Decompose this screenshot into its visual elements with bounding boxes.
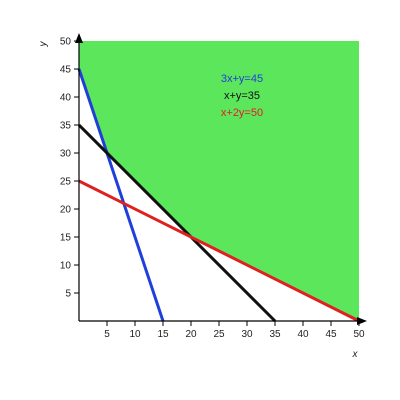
- series-line: [78, 179, 360, 323]
- x-tick-label: 45: [325, 329, 337, 340]
- y-tick-label: 20: [60, 205, 72, 216]
- legend: 3x+y=45 x+y=35 x+2y=50: [221, 73, 263, 119]
- legend-entry: x+2y=50: [221, 107, 263, 119]
- series-line: [77, 123, 277, 323]
- y-axis-label: y: [38, 41, 49, 48]
- y-tick-label: 15: [60, 233, 72, 244]
- y-tick-label: 35: [60, 121, 72, 132]
- legend-entry: 3x+y=45: [221, 73, 263, 85]
- y-tick-label: 5: [65, 289, 71, 300]
- x-tick-label: 10: [129, 329, 141, 340]
- y-tick-label: 30: [60, 149, 72, 160]
- x-tick-label: 50: [353, 329, 365, 340]
- series-line: [77, 68, 165, 322]
- x-axis-ticks: 5 10 15 20 25 30 35 40 45 50: [104, 321, 365, 340]
- series-lines: [77, 68, 360, 323]
- y-tick-label: 25: [60, 177, 72, 188]
- x-tick-label: 15: [157, 329, 169, 340]
- x-tick-label: 30: [241, 329, 253, 340]
- y-axis-ticks: 5 10 15 20 25 30 35 40 45 50: [60, 37, 79, 300]
- x-tick-label: 40: [297, 329, 309, 340]
- x-axis-label: x: [352, 349, 359, 360]
- y-tick-label: 50: [60, 37, 72, 48]
- feasible-region: [79, 41, 359, 321]
- legend-entry: x+y=35: [224, 90, 260, 102]
- y-tick-label: 40: [60, 93, 72, 104]
- y-tick-label: 10: [60, 261, 72, 272]
- x-tick-label: 35: [269, 329, 281, 340]
- x-tick-label: 25: [213, 329, 225, 340]
- y-tick-label: 45: [60, 65, 72, 76]
- x-tick-label: 5: [104, 329, 110, 340]
- x-tick-label: 20: [185, 329, 197, 340]
